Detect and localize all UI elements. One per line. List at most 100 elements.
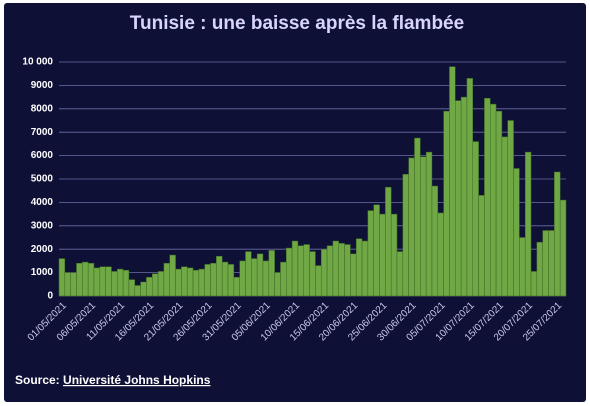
bar (151, 273, 159, 297)
bar (513, 168, 520, 297)
bar (105, 266, 112, 297)
bar (519, 237, 526, 297)
bar (64, 272, 71, 297)
bar (455, 100, 462, 297)
bar (198, 268, 205, 297)
y-tick-label: 9000 (31, 80, 54, 91)
bar (530, 271, 538, 297)
bar (350, 253, 357, 297)
bar (315, 265, 322, 297)
bar (221, 261, 229, 297)
bar (431, 185, 439, 297)
bar (175, 268, 182, 297)
bar (355, 238, 363, 297)
bar (402, 174, 409, 297)
bar (309, 251, 316, 297)
chart-title: Tunisie : une baisse après la flambée (130, 13, 464, 34)
bar (245, 251, 252, 297)
bar (501, 136, 508, 297)
bar (274, 272, 281, 297)
bar (204, 264, 211, 297)
bar (192, 270, 200, 297)
bar (93, 267, 101, 297)
bar (344, 244, 351, 297)
y-tick-label: 5000 (31, 174, 54, 185)
bar (466, 78, 474, 297)
source-prefix: Source: (15, 373, 60, 387)
bar (524, 151, 532, 297)
y-tick-label: 2000 (31, 244, 54, 255)
bar (117, 268, 124, 297)
source-link[interactable]: Université Johns Hopkins (63, 373, 211, 387)
y-tick-label: 0 (47, 291, 53, 302)
bar (58, 258, 66, 297)
bar (99, 266, 106, 297)
bar (76, 262, 83, 297)
bar (408, 157, 415, 297)
bar (379, 213, 386, 297)
bar (554, 171, 561, 297)
bar (338, 243, 345, 297)
y-tick-label: 8000 (31, 103, 54, 114)
bar (70, 272, 77, 297)
bar (390, 213, 398, 297)
bar (385, 186, 392, 297)
bar (373, 204, 380, 297)
bar (146, 277, 153, 297)
bar (210, 262, 217, 297)
bar (169, 254, 176, 297)
bar (367, 210, 374, 297)
bar (262, 260, 270, 297)
bar (420, 156, 427, 297)
bar (478, 195, 485, 297)
bar (320, 248, 328, 297)
source: Source: Université Johns Hopkins (15, 373, 211, 387)
bar (186, 267, 194, 297)
bar (484, 98, 491, 297)
bar (495, 110, 503, 297)
bar (233, 277, 240, 297)
bar (268, 250, 275, 297)
bar (472, 141, 479, 297)
bar (536, 241, 543, 297)
bar (297, 245, 305, 297)
bar (111, 271, 118, 297)
bar (286, 247, 293, 297)
bar (437, 212, 444, 297)
bar (128, 279, 136, 297)
bar (396, 251, 404, 297)
y-tick-label: 10 000 (22, 57, 53, 68)
bar (163, 262, 170, 297)
bar (227, 264, 235, 297)
bar (542, 230, 549, 297)
bar (425, 151, 433, 297)
bar (181, 266, 188, 297)
bar (140, 281, 147, 297)
bar (332, 240, 339, 297)
bar (134, 285, 141, 297)
y-tick-label: 4000 (31, 197, 54, 208)
y-tick-label: 7000 (31, 127, 54, 138)
bar (87, 262, 95, 297)
bar (216, 255, 223, 297)
bar (280, 261, 287, 297)
bar (157, 271, 165, 297)
bar (361, 240, 369, 297)
y-tick-label: 3000 (31, 220, 54, 231)
bar (326, 245, 334, 297)
bar (559, 199, 567, 297)
bar (449, 66, 456, 297)
y-tick-label: 6000 (31, 150, 54, 161)
bar (548, 230, 555, 297)
bar (122, 270, 130, 297)
y-tick-label: 1000 (31, 267, 54, 278)
bar (414, 137, 421, 297)
bar (460, 96, 468, 297)
bar (291, 240, 299, 297)
bar (489, 103, 497, 297)
bar (443, 110, 450, 297)
bar (256, 253, 264, 297)
bar (251, 258, 258, 297)
